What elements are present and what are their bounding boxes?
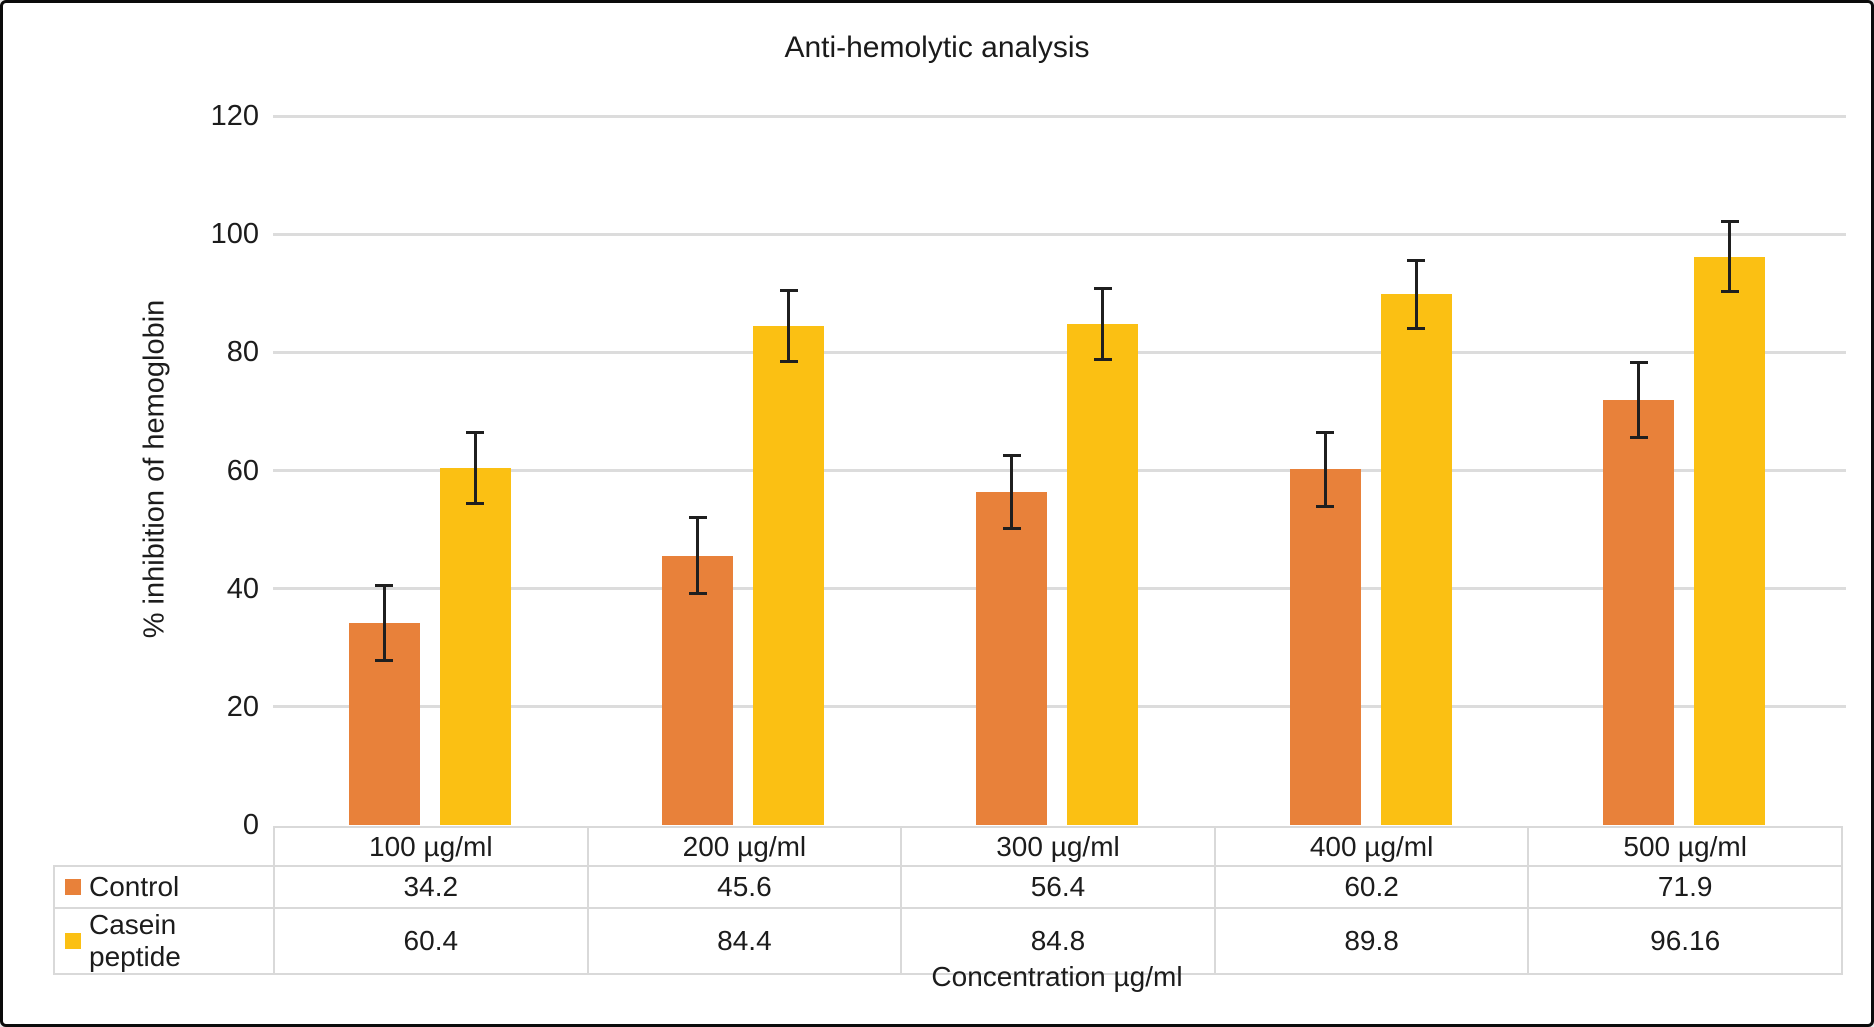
category-header-3: 300 µg/ml <box>900 826 1216 867</box>
error-bar-cap-bottom <box>779 360 798 364</box>
legend-label: Casein peptide <box>89 909 181 972</box>
value-cell-casein-peptide-2: 84.4 <box>586 907 903 975</box>
value-cell-control-2: 45.6 <box>586 865 903 909</box>
y-tick-label-0: 0 <box>242 809 259 841</box>
error-bar-cap-top <box>466 431 485 435</box>
bar-casein-peptide-4 <box>1380 294 1452 825</box>
value-cell-casein-peptide-4: 89.8 <box>1213 907 1530 975</box>
y-tick-label-80: 80 <box>226 336 259 369</box>
category-header-1: 100 µg/ml <box>273 826 589 867</box>
error-bar-cap-bottom <box>688 591 707 595</box>
error-bar-cap-top <box>1002 453 1021 457</box>
y-tick-label-120: 120 <box>210 100 259 132</box>
bar-casein-peptide-2 <box>753 326 825 825</box>
error-bar-cap-top <box>1407 258 1426 262</box>
error-bar-line <box>1414 259 1418 330</box>
y-tick-label-60: 60 <box>226 454 259 487</box>
error-bar-cap-top <box>1093 286 1112 290</box>
table-corner-cell <box>54 827 274 866</box>
value-cell-control-4: 60.2 <box>1213 865 1530 909</box>
error-bar-cap-top <box>1720 220 1739 224</box>
value-cell-control-3: 56.4 <box>900 865 1216 909</box>
value-cell-control-5: 71.9 <box>1527 865 1843 909</box>
error-bar-cap-bottom <box>1093 358 1112 361</box>
error-bar-cap-bottom <box>466 502 485 506</box>
error-bar-line <box>1728 221 1732 293</box>
legend-swatch-control <box>65 879 81 895</box>
error-bar-line <box>382 584 386 662</box>
bar-control-2 <box>662 555 734 825</box>
x-axis-title: Concentration µg/ml <box>931 961 1183 992</box>
error-bar-cap-top <box>1629 361 1648 365</box>
error-bar-line <box>787 290 791 363</box>
bar-casein-peptide-5 <box>1694 256 1766 825</box>
gridline-y-100 <box>273 232 1846 236</box>
bar-control-4 <box>1289 469 1361 825</box>
error-bar-cap-top <box>375 583 394 587</box>
error-bar-cap-top <box>1316 430 1335 434</box>
table-header-row: 100 µg/ml 200 µg/ml 300 µg/ml 400 µg/ml 500 … <box>54 826 1843 867</box>
legend-swatch-casein-peptide <box>65 933 81 949</box>
value-cell-casein-peptide-1: 60.4 <box>273 907 589 975</box>
error-bar-cap-bottom <box>1002 526 1021 530</box>
gridline-y-60 <box>273 469 1846 472</box>
error-bar-line <box>1323 431 1327 508</box>
value-cell-casein-peptide-5: 96.16 <box>1527 907 1843 975</box>
legend-item-2: Casein peptide <box>53 907 275 975</box>
error-bar-cap-top <box>688 516 707 520</box>
error-bar-cap-bottom <box>1720 290 1739 294</box>
category-header-4: 400 µg/ml <box>1213 826 1530 867</box>
error-bar-cap-bottom <box>1629 436 1648 439</box>
legend-label: Control <box>89 871 180 902</box>
gridline-y-20 <box>273 705 1846 709</box>
y-tick-label-40: 40 <box>226 572 259 605</box>
error-bar-line <box>1637 362 1641 438</box>
bar-casein-peptide-3 <box>1067 323 1138 825</box>
error-bar-line <box>1010 454 1013 529</box>
error-bar-cap-bottom <box>1316 505 1335 509</box>
error-bar-line <box>1101 287 1104 360</box>
error-bar-line <box>473 432 477 505</box>
gridline-y-80 <box>273 350 1846 354</box>
bar-control-3 <box>976 491 1047 825</box>
error-bar-cap-bottom <box>375 659 394 663</box>
category-header-5: 500 µg/ml <box>1527 826 1843 867</box>
gridline-y-40 <box>273 587 1846 591</box>
value-cell-control-1: 34.2 <box>273 865 589 909</box>
chart-data-table: 100 µg/ml 200 µg/ml 300 µg/ml 400 µg/ml 500 … <box>53 826 1843 975</box>
category-header-2: 200 µg/ml <box>586 826 903 867</box>
chart-title: Anti-hemolytic analysis <box>784 31 1090 64</box>
error-bar-line <box>696 517 700 594</box>
bar-casein-peptide-1 <box>439 468 511 825</box>
value-cell-casein-peptide-3: 84.8 <box>900 907 1216 975</box>
error-bar-cap-bottom <box>1407 327 1426 331</box>
y-tick-label-20: 20 <box>226 690 259 723</box>
bar-control-5 <box>1603 400 1675 825</box>
y-tick-label-100: 100 <box>210 218 259 251</box>
gridline-y-120 <box>273 114 1846 118</box>
error-bar-cap-top <box>779 289 798 293</box>
table-row-control: Control 34.2 45.6 56.4 60.2 71.9 <box>53 865 1843 909</box>
table-row-casein-peptide: Casein peptide 60.4 84.4 84.8 89.8 96.16 <box>53 907 1843 975</box>
legend-item-1: Control <box>53 865 275 909</box>
